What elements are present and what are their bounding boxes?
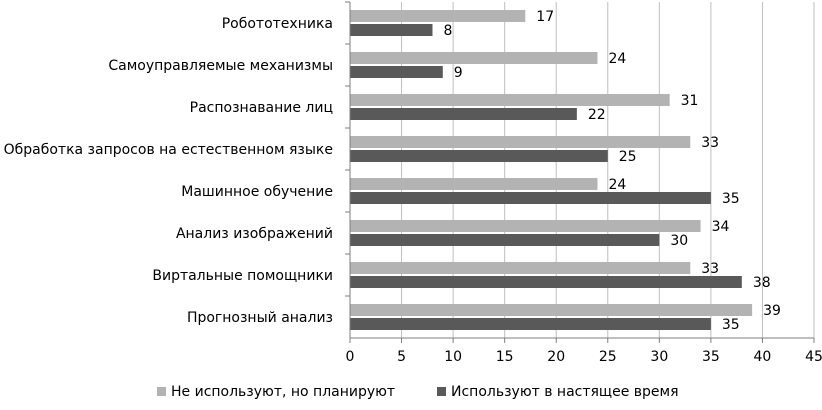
data-label: 38 — [753, 275, 771, 291]
data-label: 31 — [681, 93, 699, 109]
legend-label: Не используют, но планируют — [171, 384, 395, 400]
category-label: Анализ изображений — [176, 226, 333, 242]
bar — [350, 304, 753, 316]
bar — [350, 24, 433, 36]
bar — [350, 136, 691, 148]
bar — [350, 150, 608, 162]
x-tick-label: 0 — [346, 349, 355, 365]
bar — [350, 192, 711, 204]
category-label: Машинное обучение — [181, 184, 333, 200]
legend-swatch — [437, 387, 446, 396]
data-label: 39 — [763, 303, 781, 319]
x-tick-label: 20 — [547, 349, 565, 365]
category-label: Виртальные помощники — [152, 268, 333, 284]
bar — [350, 94, 670, 106]
x-tick-label: 35 — [702, 349, 720, 365]
x-tick-label: 40 — [754, 349, 772, 365]
data-label: 25 — [619, 149, 637, 165]
x-tick-label: 5 — [397, 349, 406, 365]
category-label: Робототехника — [222, 16, 333, 32]
x-tick-label: 10 — [444, 349, 462, 365]
x-tick-label: 30 — [650, 349, 668, 365]
bar — [350, 262, 691, 274]
category-label: Самоуправляемые механизмы — [108, 58, 333, 74]
category-label: Обработка запросов на естественном языке — [4, 142, 333, 158]
legend-swatch — [157, 387, 166, 396]
x-tick-label: 45 — [805, 349, 822, 365]
bar — [350, 234, 660, 246]
bar — [350, 108, 577, 120]
data-label: 33 — [701, 261, 719, 277]
bar — [350, 178, 598, 190]
x-tick-label: 25 — [599, 349, 617, 365]
bar — [350, 10, 526, 22]
data-label: 35 — [722, 317, 740, 333]
category-label: Распознавание лиц — [190, 100, 333, 116]
data-label: 30 — [670, 233, 688, 249]
data-label: 8 — [443, 23, 452, 39]
data-label: 24 — [608, 177, 626, 193]
bar — [350, 318, 711, 330]
data-label: 9 — [454, 65, 463, 81]
bar — [350, 52, 598, 64]
bar — [350, 220, 701, 232]
category-label: Прогнозный анализ — [187, 310, 333, 326]
bar — [350, 66, 443, 78]
data-label: 24 — [608, 51, 626, 67]
bar — [350, 276, 742, 288]
data-label: 22 — [588, 107, 606, 123]
legend-label: Используют в настящее время — [451, 384, 679, 400]
x-tick-label: 15 — [496, 349, 514, 365]
data-label: 33 — [701, 135, 719, 151]
data-label: 35 — [722, 191, 740, 207]
data-label: 17 — [536, 9, 554, 25]
data-label: 34 — [712, 219, 730, 235]
